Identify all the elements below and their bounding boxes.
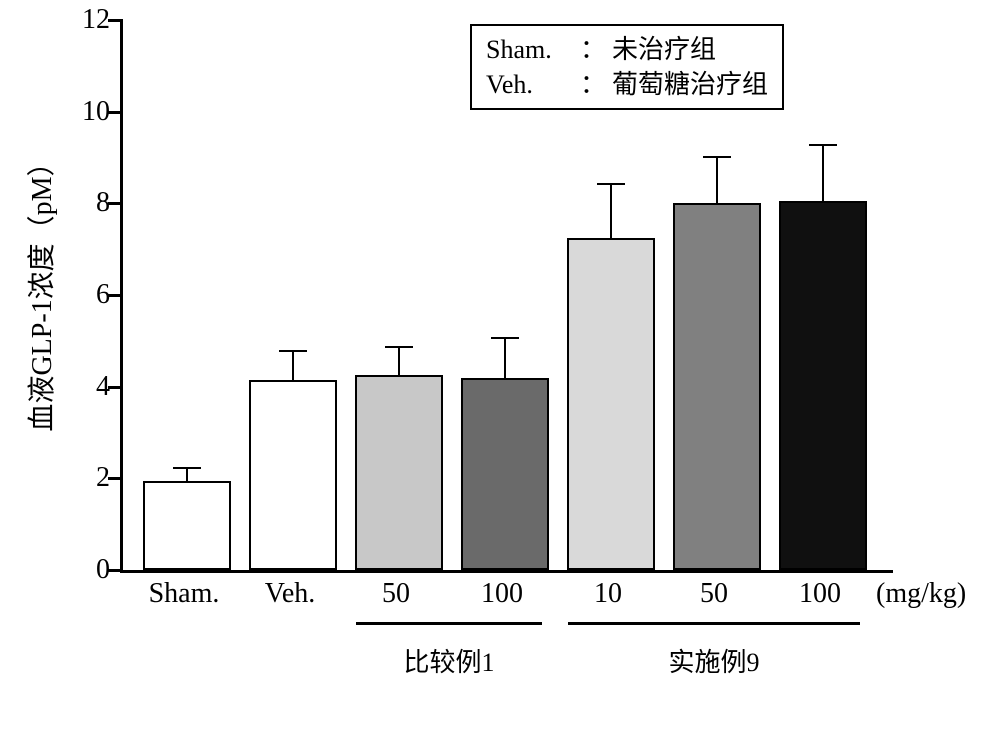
group-bracket	[568, 622, 860, 625]
chart-container: 血液GLP-1浓度（pM） Sham. ： 未治疗组 Veh. ： 葡萄糖治疗组…	[0, 0, 1000, 730]
y-tick	[108, 202, 123, 205]
error-bar-cap	[385, 346, 413, 348]
legend-key: Veh.	[486, 67, 574, 102]
y-tick	[108, 19, 123, 22]
bar	[567, 238, 655, 570]
error-bar-cap	[279, 350, 307, 352]
y-tick-label: 10	[60, 96, 110, 128]
error-bar-cap	[491, 337, 519, 339]
error-bar-stem	[504, 339, 506, 378]
x-tick-label: 10	[594, 578, 622, 610]
group-bracket	[356, 622, 542, 625]
bar	[461, 378, 549, 571]
error-bar-cap	[703, 156, 731, 158]
group-label: 实施例9	[668, 642, 759, 679]
y-tick	[108, 294, 123, 297]
x-tick-label: 100	[799, 578, 841, 610]
legend-text: 葡萄糖治疗组	[612, 67, 768, 102]
legend-row: Veh. ： 葡萄糖治疗组	[486, 67, 768, 102]
y-tick	[108, 569, 123, 572]
error-bar-cap	[809, 144, 837, 146]
y-tick-label: 4	[60, 371, 110, 403]
legend-box: Sham. ： 未治疗组 Veh. ： 葡萄糖治疗组	[470, 24, 784, 110]
y-tick-label: 12	[60, 4, 110, 36]
error-bar-cap	[597, 183, 625, 185]
y-axis-title: 血液GLP-1浓度（pM）	[20, 148, 60, 431]
error-bar-stem	[292, 352, 294, 380]
legend-key: Sham.	[486, 32, 574, 67]
legend-row: Sham. ： 未治疗组	[486, 32, 768, 67]
bar	[249, 380, 337, 570]
error-bar-stem	[186, 469, 188, 480]
error-bar-stem	[398, 348, 400, 376]
x-unit-label: (mg/kg)	[876, 578, 966, 610]
group-label: 比较例1	[403, 642, 494, 679]
y-tick	[108, 386, 123, 389]
error-bar-stem	[716, 158, 718, 204]
error-bar-cap	[173, 467, 201, 469]
x-tick-label: Veh.	[265, 578, 316, 610]
y-tick-label: 6	[60, 279, 110, 311]
x-tick-label: 100	[481, 578, 523, 610]
legend-text: 未治疗组	[612, 32, 716, 67]
y-tick-label: 8	[60, 187, 110, 219]
error-bar-stem	[822, 146, 824, 201]
error-bar-stem	[610, 185, 612, 238]
y-tick	[108, 477, 123, 480]
x-tick-label: 50	[382, 578, 410, 610]
y-tick-label: 2	[60, 462, 110, 494]
bar	[779, 201, 867, 570]
bar	[143, 481, 231, 570]
bar	[355, 375, 443, 570]
x-tick-label: Sham.	[149, 578, 220, 610]
y-tick-label: 0	[60, 554, 110, 586]
legend-sep: ：	[580, 32, 606, 67]
bar	[673, 203, 761, 570]
y-tick	[108, 111, 123, 114]
legend-sep: ：	[580, 67, 606, 102]
x-tick-label: 50	[700, 578, 728, 610]
